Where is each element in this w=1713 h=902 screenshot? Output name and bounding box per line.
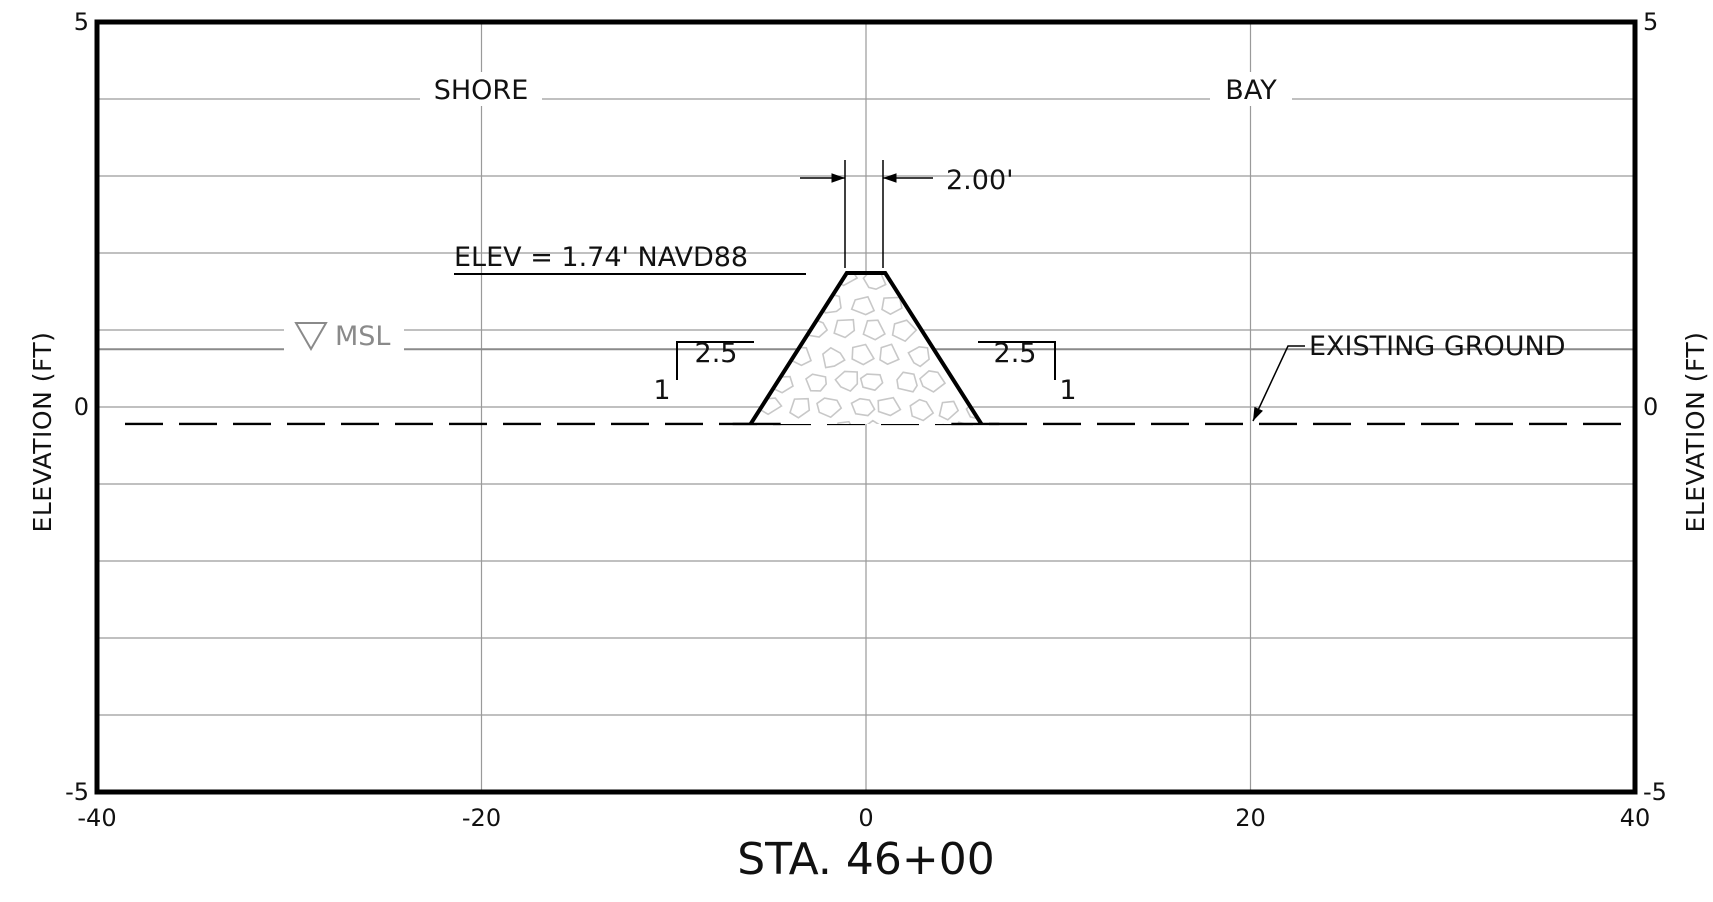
rock-stone (750, 372, 766, 394)
bay-label: BAY (1225, 75, 1277, 106)
rock-stone (859, 373, 884, 392)
x-tick-label: 0 (858, 804, 873, 832)
y-axis-title-right: ELEVATION (FT) (1681, 332, 1710, 533)
existing-ground-label: EXISTING GROUND (1309, 331, 1566, 362)
slope-indicator-right: 2.5 1 (978, 338, 1077, 406)
x-tick-label: 20 (1235, 804, 1266, 832)
rock-stone (925, 423, 948, 424)
rock-stone (892, 273, 919, 288)
rock-stone (909, 398, 935, 422)
rock-stone (898, 425, 919, 441)
crest-width-dimension: 2.00' (800, 160, 1014, 268)
rock-stone (891, 319, 918, 343)
bay-label-knockout (1210, 72, 1292, 106)
rock-stone (909, 294, 934, 315)
rock-stone (981, 273, 982, 287)
crest-width-label: 2.00' (946, 165, 1014, 196)
rock-stone (834, 370, 859, 393)
inverted-triangle-icon (294, 322, 328, 352)
rock-stone (851, 343, 876, 366)
axis-tick-labels: -40 -20 0 20 40 5 5 0 0 -5 -5 (65, 8, 1667, 832)
rock-stone (805, 373, 828, 392)
berm-outline (748, 271, 984, 426)
rock-stone (907, 345, 930, 368)
slope-left-vertical: 1 (653, 375, 670, 406)
rock-stone (982, 429, 1003, 446)
rock-stone (803, 273, 827, 287)
rock-stone (938, 400, 960, 421)
y-tick-label-left: 5 (74, 8, 89, 36)
rock-stone (806, 427, 829, 445)
rock-stone (879, 343, 900, 366)
rock-stone (750, 273, 768, 290)
shore-label-knockout (420, 72, 542, 106)
rock-stone (747, 428, 767, 447)
y-tick-label-right: 0 (1643, 393, 1658, 421)
rock-stone (750, 399, 756, 421)
x-tick-label: 40 (1620, 804, 1651, 832)
rock-stone (850, 295, 876, 316)
x-tick-label: -40 (77, 804, 116, 832)
rock-stone (877, 396, 902, 417)
x-tick-label: -20 (462, 804, 501, 832)
slope-right-horizontal: 2.5 (994, 338, 1037, 369)
rock-stone (862, 319, 886, 341)
slope-indicator-left: 2.5 1 (653, 338, 754, 406)
rock-stone (816, 397, 843, 419)
plot-frame (94, 19, 1638, 795)
rock-stone (834, 420, 856, 424)
existing-ground-callout: EXISTING GROUND (1252, 331, 1566, 422)
rock-stone (862, 273, 887, 291)
rock-stone (926, 322, 950, 340)
rock-stone (750, 295, 754, 318)
station-label: STA. 46+00 (737, 834, 995, 885)
y-tick-label-right: 5 (1643, 8, 1658, 36)
rock-stone (968, 294, 982, 317)
shore-label: SHORE (434, 75, 529, 106)
rock-stone (950, 273, 977, 291)
rock-stone (833, 318, 856, 339)
y-tick-label-left: -5 (65, 778, 89, 806)
rock-stone (896, 371, 918, 393)
slope-right-vertical: 1 (1059, 375, 1076, 406)
rock-stone (761, 295, 785, 315)
rock-stone (954, 321, 977, 341)
y-tick-label-left: 0 (74, 393, 89, 421)
rock-stone (789, 397, 811, 419)
msl-label: MSL (335, 321, 390, 352)
rock-stone (990, 371, 1009, 392)
rock-stone (774, 318, 798, 340)
rock-stone (938, 297, 962, 317)
rock-stone (822, 346, 846, 369)
slope-left-horizontal: 2.5 (695, 338, 738, 369)
rock-stone (777, 425, 800, 445)
rock-stone (921, 273, 946, 286)
rock-stone (919, 370, 947, 393)
y-axis-title-left: ELEVATION (FT) (28, 332, 57, 533)
rock-stone (793, 296, 814, 316)
y-tick-label-right: -5 (1643, 778, 1667, 806)
crest-elev-label: ELEV = 1.74' NAVD88 (454, 242, 748, 273)
rock-stone (850, 397, 876, 417)
